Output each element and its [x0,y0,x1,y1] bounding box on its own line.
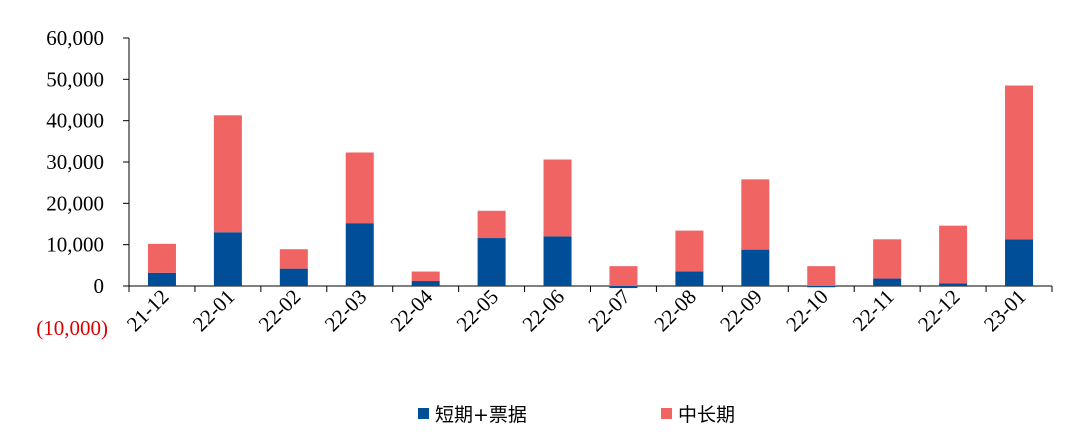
bar-medium-long-term-23-01 [1005,85,1034,240]
y-axis-ticks: (10,000) 0 10,000 20,000 30,000 40,000 50,000 6… [36,26,129,340]
x-tick-label: 22-08 [649,285,701,337]
bar-short-term-22-10 [807,286,836,288]
x-tick-label: 22-07 [583,285,635,337]
bar-medium-long-term-22-11 [873,239,902,279]
stacked-bar-chart: (10,000) 0 10,000 20,000 30,000 40,000 50,000 6… [36,26,1053,340]
bar-short-term-22-11 [873,278,902,286]
bar-medium-long-term-22-09 [741,179,770,250]
bar-short-term-22-02 [279,268,308,286]
y-tick-label: 40,000 [46,109,104,133]
x-tick-label: 22-10 [781,285,833,337]
bar-medium-long-term-22-12 [939,225,968,284]
bar-short-term-22-08 [675,271,704,286]
legend-item-short-term: 短期+票据 [418,400,527,427]
bar-short-term-21-12 [147,272,176,286]
bar-medium-long-term-22-05 [477,210,506,239]
chart-axes [128,38,1052,287]
bar-medium-long-term-22-06 [543,159,572,237]
y-tick-label: 10,000 [46,233,104,257]
x-tick-label: 23-01 [979,285,1031,337]
bar-medium-long-term-21-12 [147,243,176,273]
x-tick-label: 22-01 [188,285,240,337]
x-tick-label: 22-09 [715,285,767,337]
bar-short-term-22-07 [609,286,638,289]
bar-medium-long-term-22-07 [609,266,638,286]
bar-short-term-23-01 [1005,239,1034,286]
y-tick-label: 0 [94,274,105,298]
legend-swatch-medium-long-term [661,408,672,419]
y-tick-label: 30,000 [46,150,104,174]
x-tick-label: 22-02 [254,285,306,337]
chart-legend: 短期+票据 中长期 [0,400,1083,430]
x-tick-label: 22-04 [386,284,438,336]
x-tick-label: 22-05 [452,285,504,337]
bar-short-term-22-09 [741,249,770,286]
x-tick-label: 22-06 [517,285,569,337]
x-axis-ticks: 21-12 22-01 22-02 22-03 22-04 22-05 22-06 22-07… [122,284,1053,337]
bar-short-term-22-05 [477,238,506,286]
bar-short-term-22-12 [939,283,968,286]
bar-medium-long-term-22-03 [345,152,374,224]
x-tick-label: 22-03 [320,285,372,337]
y-tick-label: 20,000 [46,191,104,215]
x-tick-label: 22-12 [913,285,965,337]
bar-medium-long-term-22-04 [411,271,440,282]
legend-label-medium-long-term: 中长期 [678,404,736,426]
bar-short-term-22-01 [213,232,242,286]
legend-swatch-short-term [418,408,429,419]
bar-medium-long-term-22-08 [675,230,704,272]
x-tick-label: 22-11 [848,285,899,336]
bar-short-term-22-03 [345,223,374,286]
bar-medium-long-term-22-02 [279,249,308,269]
y-tick-label: 50,000 [46,67,104,91]
bar-short-term-22-06 [543,236,572,286]
bar-medium-long-term-22-01 [213,115,242,233]
legend-item-medium-long-term: 中长期 [661,400,735,427]
x-tick-label: 21-12 [122,285,174,337]
y-tick-label: 60,000 [46,26,104,50]
bar-short-term-22-04 [411,281,440,286]
bar-medium-long-term-22-10 [807,266,836,286]
legend-label-short-term: 短期+票据 [435,404,527,426]
y-tick-label: (10,000) [36,316,108,340]
chart-bars [147,85,1034,289]
